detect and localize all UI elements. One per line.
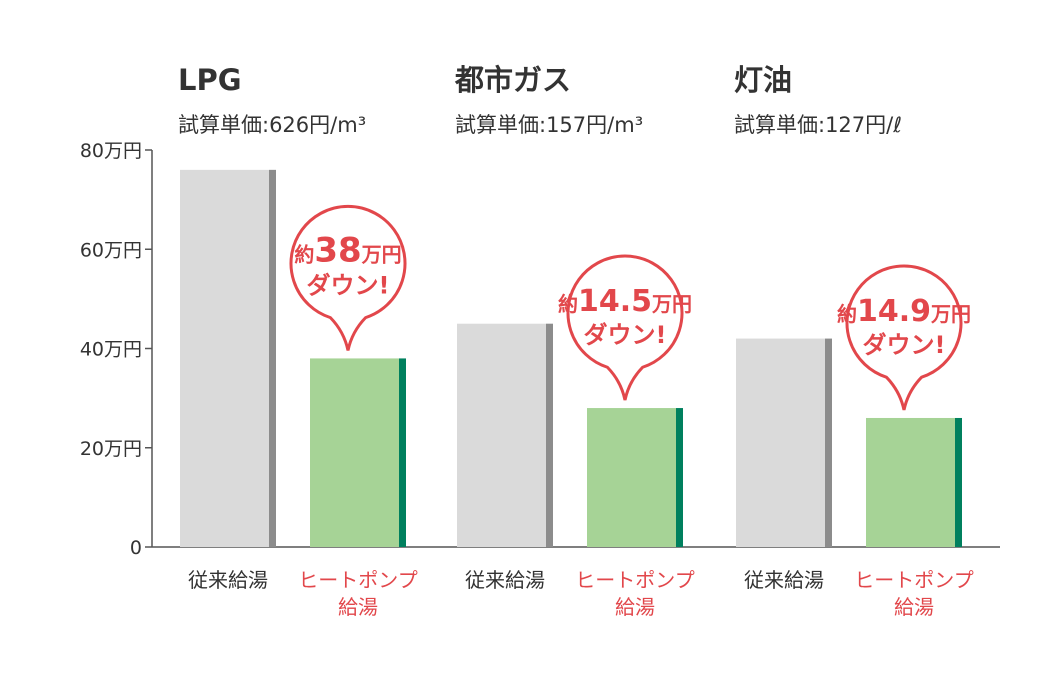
heatpump-bar-edge (676, 408, 683, 547)
y-tick-label: 0 (130, 537, 142, 559)
y-tick-label: 80万円 (80, 140, 142, 162)
category-label: 従来給湯 (744, 568, 824, 592)
heatpump-bar-edge (955, 417, 962, 547)
category-label: ヒートポンプ給湯 (298, 568, 417, 619)
group-subtitle: 試算単価:127円/ℓ (734, 113, 902, 137)
conventional-bar-edge (825, 338, 832, 547)
labels: LPG 試算単価:626円/m³ 従来給湯 ヒートポンプ給湯 都市ガス試算単価:157円… (178, 63, 974, 619)
callout-suffix: ダウン! (584, 321, 667, 349)
heatpump-bar (310, 358, 399, 547)
conventional-bar (736, 338, 825, 547)
heatpump-bar (587, 408, 676, 547)
callout-bubble (845, 264, 963, 411)
group-title: LPG (178, 63, 242, 97)
group-subtitle: 試算単価:157円/m³ (455, 113, 643, 137)
category-label: ヒートポンプ給湯 (854, 568, 973, 619)
y-tick-label: 60万円 (80, 239, 142, 261)
callout-suffix: ダウン! (863, 331, 946, 359)
conventional-bar (180, 169, 269, 547)
callout-amount-line: 約14.9万円 (837, 294, 971, 329)
conventional-bar-edge (546, 323, 553, 547)
axes: 0 20万円 40万円 60万円 80万円 (80, 140, 1000, 559)
group-title: 灯油 (734, 63, 792, 97)
category-label: ヒートポンプ給湯 (575, 568, 694, 619)
y-tick-label: 40万円 (80, 339, 142, 361)
bars (180, 169, 962, 547)
callout-bubble (566, 254, 684, 401)
group-subtitle: 試算単価:626円/m³ (178, 113, 366, 137)
callout-amount-line: 約14.5万円 (558, 284, 692, 319)
category-label: 従来給湯 (465, 568, 545, 592)
callout-suffix: ダウン! (307, 271, 390, 299)
y-tick-label: 20万円 (80, 438, 142, 460)
heatpump-bar (866, 417, 955, 547)
conventional-bar (457, 323, 546, 547)
category-label: 従来給湯 (188, 568, 268, 592)
conventional-bar-edge (269, 169, 276, 547)
group-title: 都市ガス (454, 63, 571, 97)
callout-bubble (289, 204, 407, 351)
heatpump-bar-edge (399, 358, 406, 547)
callout-amount-line: 約38万円 (294, 230, 401, 270)
